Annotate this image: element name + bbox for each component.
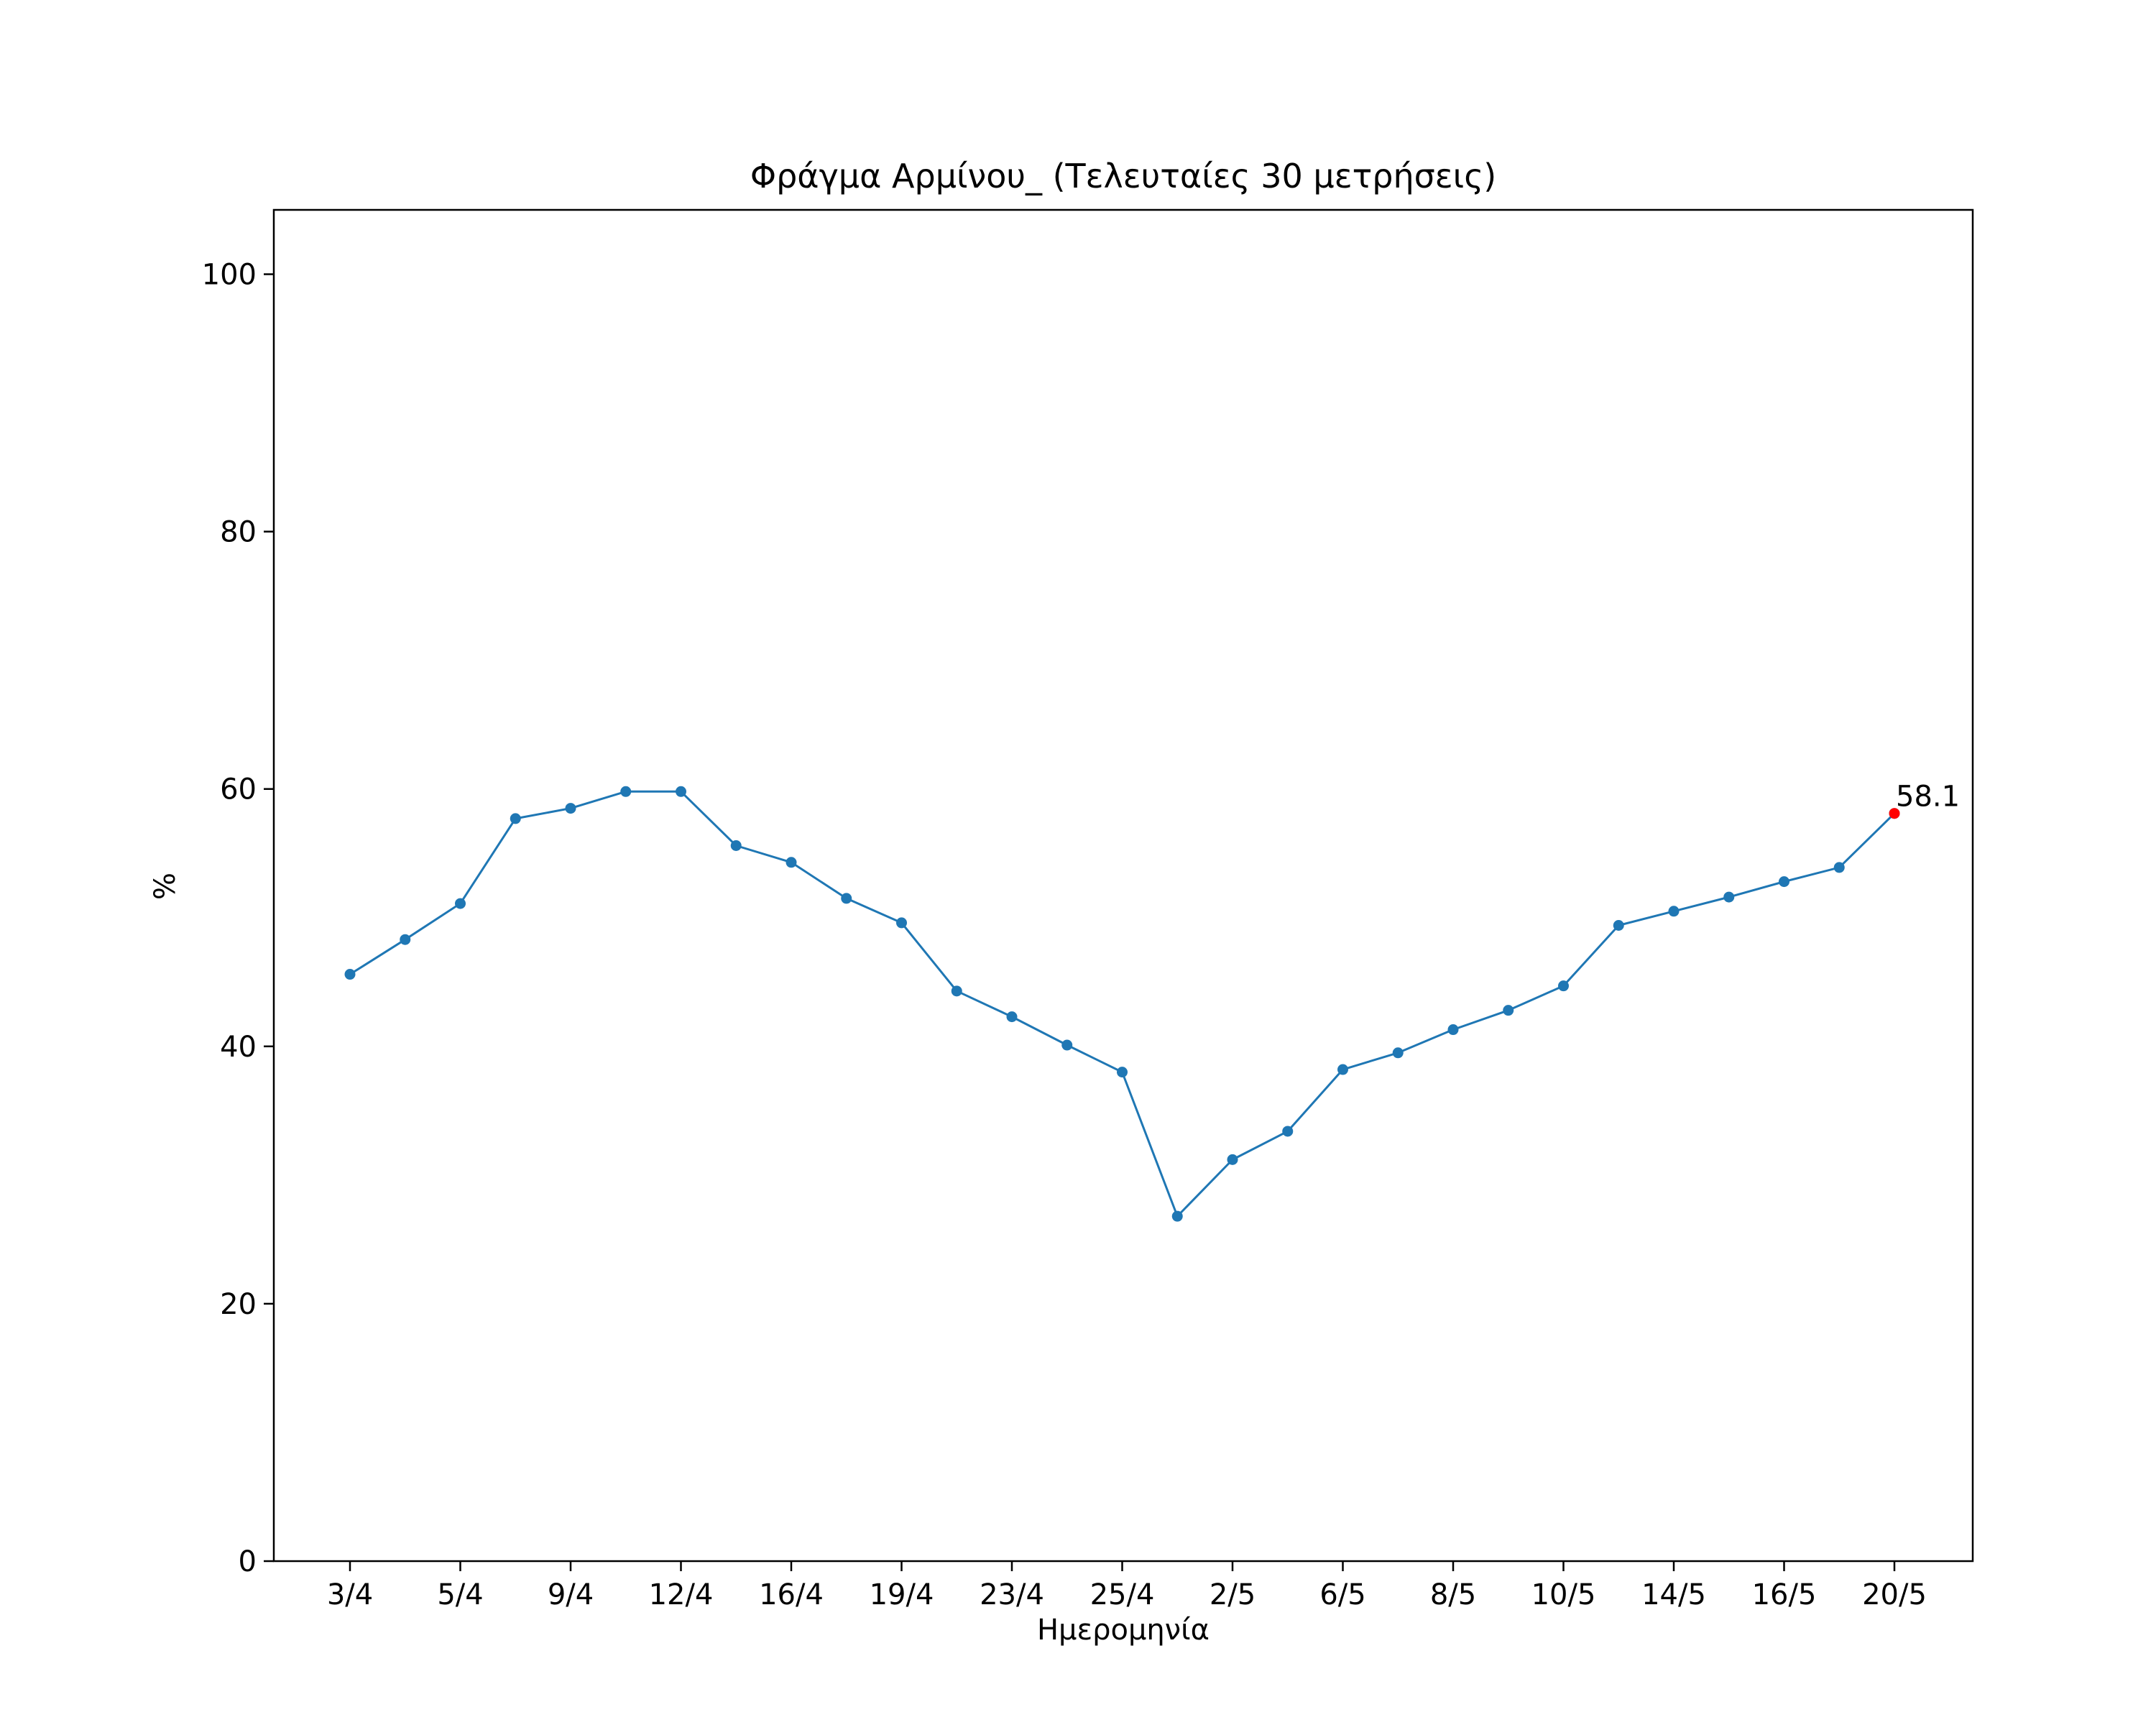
x-tick-label: 5/4 — [437, 1578, 483, 1611]
x-tick-label: 2/5 — [1210, 1578, 1256, 1611]
x-tick-label: 16/5 — [1752, 1578, 1817, 1611]
data-point — [1779, 876, 1789, 888]
data-point — [676, 786, 686, 797]
data-point — [951, 985, 962, 997]
x-tick-label: 9/4 — [548, 1578, 594, 1611]
x-tick-label: 16/4 — [759, 1578, 824, 1611]
data-point — [510, 813, 521, 824]
y-tick-label: 40 — [220, 1031, 257, 1064]
data-point — [1723, 891, 1735, 903]
data-point — [841, 893, 852, 904]
data-point — [1668, 906, 1680, 917]
data-point — [1282, 1126, 1294, 1137]
x-tick-label: 12/4 — [649, 1578, 714, 1611]
plot-frame — [272, 208, 1974, 1563]
y-tick-label: 0 — [239, 1545, 257, 1578]
y-tick-label: 60 — [220, 773, 257, 806]
y-axis-label: % — [149, 873, 182, 900]
x-tick-label: 8/5 — [1430, 1578, 1476, 1611]
data-point — [1392, 1047, 1404, 1059]
x-tick-label: 3/4 — [327, 1578, 373, 1611]
chart-title: Φράγμα Αρμίνου_ (Τελευταίες 30 μετρήσεις… — [750, 157, 1496, 196]
x-tick-label: 6/5 — [1319, 1578, 1365, 1611]
y-tick-label: 80 — [220, 516, 257, 549]
data-point — [1503, 1005, 1514, 1016]
x-tick-label: 14/5 — [1641, 1578, 1706, 1611]
y-tick-label: 100 — [202, 259, 257, 292]
last-data-point — [1889, 808, 1900, 819]
data-point — [400, 934, 411, 945]
x-tick-label: 23/4 — [980, 1578, 1044, 1611]
data-point — [1227, 1154, 1238, 1165]
data-point — [1558, 980, 1569, 992]
data-point — [1337, 1064, 1348, 1075]
data-point — [1833, 862, 1845, 873]
x-tick-label: 19/4 — [870, 1578, 934, 1611]
axes: 0 20 40 60 80 100 3/4 5/4 9/4 12/4 16/4 19/4 23/4 25/… — [202, 259, 1927, 1611]
last-point-label: 58.1 — [1896, 781, 1960, 814]
y-tick-label: 20 — [220, 1288, 257, 1321]
data-point — [730, 840, 742, 851]
data-point — [1447, 1024, 1459, 1036]
data-point — [786, 857, 797, 868]
data-point — [1061, 1039, 1073, 1051]
data-point — [565, 803, 576, 814]
data-point — [1613, 920, 1624, 932]
data-point — [896, 917, 907, 929]
data-point — [344, 969, 356, 980]
data-point — [1006, 1011, 1018, 1023]
data-point — [620, 786, 632, 797]
x-tick-label: 10/5 — [1531, 1578, 1596, 1611]
data-point — [1171, 1210, 1183, 1222]
x-axis-label: Ημερομηνία — [1037, 1614, 1210, 1647]
series-group: 58.1 — [344, 781, 1960, 1222]
x-tick-label: 25/4 — [1090, 1578, 1155, 1611]
x-tick-label: 20/5 — [1862, 1578, 1927, 1611]
data-point — [1117, 1067, 1128, 1078]
data-point — [455, 898, 466, 909]
